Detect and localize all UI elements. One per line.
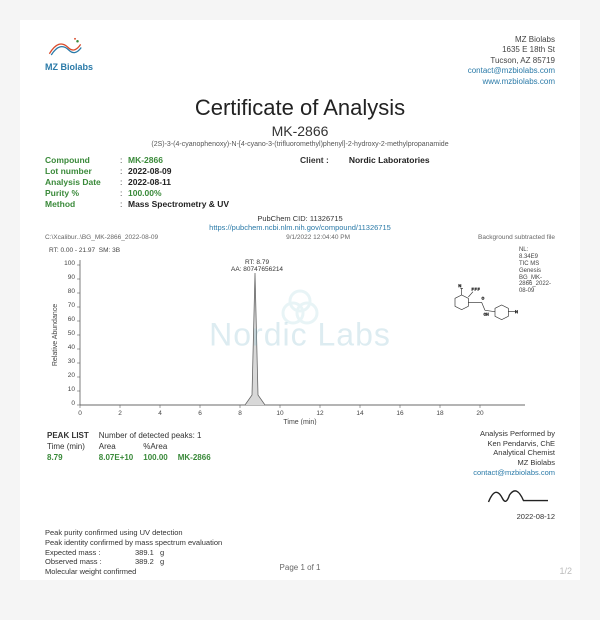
svg-text:O: O xyxy=(482,297,485,301)
svg-text:N: N xyxy=(458,283,461,288)
molecule-structure-icon: N F F F N O OH xyxy=(445,275,525,335)
svg-text:50: 50 xyxy=(68,330,76,337)
lot-value: 2022-08-09 xyxy=(128,166,171,176)
compound-label: Compound xyxy=(45,155,120,165)
doc-subtitle: MK-2866 xyxy=(45,123,555,139)
expected-mass-label: Expected mass : xyxy=(45,548,135,558)
company-web: www.mzbiolabs.com xyxy=(468,77,555,87)
signature-date: 2022-08-12 xyxy=(473,512,555,522)
val-pct: 100.00 xyxy=(143,453,175,462)
svg-text:20: 20 xyxy=(68,372,76,379)
y-axis-label: Relative Abundance xyxy=(52,304,59,366)
file-ts: 9/1/2022 12:04:40 PM xyxy=(286,234,350,241)
svg-text:2: 2 xyxy=(118,410,122,417)
observed-mass-label: Observed mass : xyxy=(45,557,135,567)
svg-text:0: 0 xyxy=(78,410,82,417)
analyst-org: MZ Biolabs xyxy=(473,458,555,468)
company-email: contact@mzbiolabs.com xyxy=(468,66,555,76)
client-value: Nordic Laboratories xyxy=(349,155,430,165)
method-label: Method xyxy=(45,199,120,209)
confirm-ms: Peak identity confirmed by mass spectrum… xyxy=(45,538,555,548)
svg-text:12: 12 xyxy=(316,410,324,417)
val-time: 8.79 xyxy=(47,453,97,462)
company-info: MZ Biolabs 1635 E 18th St Tucson, AZ 857… xyxy=(468,35,555,87)
peak-list-header: PEAK LIST xyxy=(47,431,97,440)
lot-label: Lot number xyxy=(45,166,120,176)
svg-text:100: 100 xyxy=(64,260,75,267)
date-value: 2022-08-11 xyxy=(128,177,171,187)
watermark-logo-icon xyxy=(275,283,325,333)
confirm-uv: Peak purity confirmed using UV detection xyxy=(45,528,555,538)
iupac-name: (2S)-3-(4-cyanophenoxy)-N-[4-cyano-3-(tr… xyxy=(45,141,555,148)
svg-text:10: 10 xyxy=(276,410,284,417)
observed-mass-value: 389.2 xyxy=(135,557,154,566)
file-meta: C:\Xcalibur..\BG_MK-2866_2022-08-09 9/1/… xyxy=(45,234,555,241)
svg-text:80: 80 xyxy=(68,288,76,295)
svg-text:10: 10 xyxy=(68,386,76,393)
peak-rt-label: RT: 8.79 AA: 80747656214 xyxy=(231,259,283,273)
svg-text:0: 0 xyxy=(71,400,75,407)
method-value: Mass Spectrometry & UV xyxy=(128,199,229,209)
signature-icon xyxy=(485,480,555,510)
pubchem-url: https://pubchem.ncbi.nlm.nih.gov/compoun… xyxy=(45,223,555,232)
purity-value: 100.00% xyxy=(128,188,162,198)
flask-logo-icon xyxy=(45,35,85,60)
svg-text:4: 4 xyxy=(158,410,162,417)
company-name: MZ Biolabs xyxy=(468,35,555,45)
val-area: 8.07E+10 xyxy=(99,453,141,462)
detected-peaks: Number of detected peaks: 1 xyxy=(99,431,219,440)
pubchem-block: PubChem CID: 11326715 https://pubchem.nc… xyxy=(45,214,555,232)
file-path: C:\Xcalibur..\BG_MK-2866_2022-08-09 xyxy=(45,234,158,241)
logo-text: MZ Biolabs xyxy=(45,62,93,72)
svg-text:8: 8 xyxy=(238,410,242,417)
bottom-section: PEAK LIST Number of detected peaks: 1 Ti… xyxy=(45,429,555,522)
certificate-page: MZ Biolabs MZ Biolabs 1635 E 18th St Tuc… xyxy=(20,20,580,580)
compound-value: MK-2866 xyxy=(128,155,163,165)
company-addr1: 1635 E 18th St xyxy=(468,45,555,55)
analysis-by-block: Analysis Performed by Ken Pendarvis, ChE… xyxy=(473,429,555,522)
client-label: Client : xyxy=(300,155,329,165)
corner-page-number: 1/2 xyxy=(559,566,572,576)
col-area: Area xyxy=(99,442,141,451)
svg-text:60: 60 xyxy=(68,316,76,323)
svg-text:30: 30 xyxy=(68,358,76,365)
svg-text:6: 6 xyxy=(198,410,202,417)
analyst-email: contact@mzbiolabs.com xyxy=(473,468,555,478)
date-label: Analysis Date xyxy=(45,177,120,187)
file-note: Background subtracted file xyxy=(478,234,555,241)
svg-text:N: N xyxy=(515,309,518,314)
svg-text:14: 14 xyxy=(356,410,364,417)
x-axis-label: Time (min) xyxy=(283,419,316,425)
pubchem-cid: PubChem CID: 11326715 xyxy=(45,214,555,223)
doc-title: Certificate of Analysis xyxy=(45,95,555,121)
svg-text:F F F: F F F xyxy=(472,287,480,291)
col-time: Time (min) xyxy=(47,442,97,451)
svg-text:70: 70 xyxy=(68,302,76,309)
analysis-header: Analysis Performed by xyxy=(473,429,555,439)
chart-svg: 0 10 20 30 40 50 60 70 80 90 100 xyxy=(45,245,555,425)
col-pct: %Area xyxy=(143,442,175,451)
peak-list-block: PEAK LIST Number of detected peaks: 1 Ti… xyxy=(45,429,221,522)
analyst-role: Analytical Chemist xyxy=(473,448,555,458)
info-block: Compound:MK-2866 Lot number:2022-08-09 A… xyxy=(45,154,555,210)
svg-text:18: 18 xyxy=(436,410,444,417)
chromatogram-chart: RT: 0.00 - 21.97 SM: 3B NL: 8.34E9 TIC M… xyxy=(45,245,555,425)
svg-text:40: 40 xyxy=(68,344,76,351)
logo: MZ Biolabs xyxy=(45,35,93,72)
company-addr2: Tucson, AZ 85719 xyxy=(468,56,555,66)
expected-mass-value: 389.1 xyxy=(135,548,154,557)
svg-text:OH: OH xyxy=(484,313,490,317)
chart-rt-range: RT: 0.00 - 21.97 SM: 3B xyxy=(49,247,120,254)
svg-text:20: 20 xyxy=(476,410,484,417)
header: MZ Biolabs MZ Biolabs 1635 E 18th St Tuc… xyxy=(45,35,555,87)
svg-text:16: 16 xyxy=(396,410,404,417)
page-number: Page 1 of 1 xyxy=(280,563,321,572)
purity-label: Purity % xyxy=(45,188,120,198)
svg-text:90: 90 xyxy=(68,274,76,281)
val-name: MK-2866 xyxy=(178,453,219,462)
analyst-name: Ken Pendarvis, ChE xyxy=(473,439,555,449)
